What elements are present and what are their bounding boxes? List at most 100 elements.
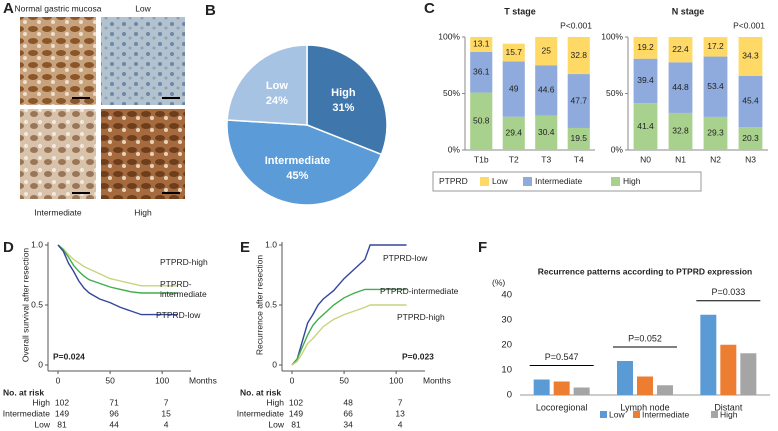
bar-segment bbox=[703, 37, 728, 57]
micrograph bbox=[101, 17, 185, 105]
pie-slice bbox=[306, 44, 388, 156]
legend-swatch bbox=[600, 411, 607, 418]
survival-curve bbox=[291, 288, 407, 366]
data-label: 29.4 bbox=[505, 128, 522, 138]
curve-label: PTPRD-high bbox=[397, 312, 445, 322]
panel-label: B bbox=[205, 2, 216, 19]
legend-label: Low bbox=[609, 409, 625, 419]
data-label: 47.7 bbox=[570, 95, 587, 105]
bar bbox=[720, 344, 737, 395]
y-axis-label: Recurrence after resection bbox=[254, 255, 264, 355]
at-risk-row-label: Low bbox=[268, 419, 284, 429]
pie-slice bbox=[226, 119, 383, 206]
bar-segment bbox=[668, 62, 693, 113]
x-tick-label: N1 bbox=[675, 154, 686, 164]
at-risk-row-label: Low bbox=[34, 419, 50, 429]
at-risk-value: 7 bbox=[398, 397, 403, 407]
y-axis-label: (%) bbox=[492, 277, 505, 287]
micrograph-panel: Normal gastric mucosa Low Intermediate H… bbox=[15, 3, 185, 217]
data-label: 17.2 bbox=[707, 41, 724, 51]
y-tick-label: 0% bbox=[448, 144, 461, 154]
at-risk-value: 102 bbox=[289, 397, 303, 407]
x-axis-label: Months bbox=[423, 375, 451, 385]
chart-title: N stage bbox=[672, 6, 705, 16]
y-tick-label: 0 bbox=[38, 359, 43, 369]
curve-label: PTPRD-intermediate bbox=[380, 286, 459, 296]
y-tick-label: 0.5 bbox=[31, 299, 43, 309]
data-label: 13.1 bbox=[473, 39, 490, 49]
bar-segment bbox=[668, 112, 693, 150]
y-tick-label: 0 bbox=[507, 390, 512, 401]
data-label: 19.2 bbox=[637, 42, 654, 52]
pie-value-label: 45% bbox=[286, 170, 308, 182]
bar-segment bbox=[502, 61, 525, 117]
survival-curve bbox=[57, 244, 178, 287]
y-tick-label: 20 bbox=[501, 340, 512, 351]
data-label: 44.8 bbox=[672, 82, 689, 92]
data-label: 30.4 bbox=[538, 127, 555, 137]
x-axis-label: Months bbox=[189, 375, 217, 385]
x-tick-label: N3 bbox=[745, 154, 756, 164]
legend-title: PTPRD bbox=[439, 176, 468, 186]
curve-label: PTPRD-intermediate bbox=[160, 279, 207, 299]
survival-curve bbox=[291, 244, 407, 366]
y-tick-label: 50% bbox=[443, 88, 460, 98]
x-tick-label: T3 bbox=[541, 154, 551, 164]
data-label: 29.3 bbox=[707, 128, 724, 138]
y-axis-label: Overall survival after resection bbox=[20, 248, 30, 363]
at-risk-value: 7 bbox=[164, 397, 169, 407]
micrograph-label: Normal gastric mucosa bbox=[15, 3, 102, 13]
pie-category-label: Intermediate bbox=[265, 155, 330, 167]
data-label: 41.4 bbox=[637, 121, 654, 131]
y-tick-label: 0.5 bbox=[265, 299, 277, 309]
bar bbox=[637, 376, 653, 395]
chart-title: Recurrence patterns according to PTPRD e… bbox=[538, 266, 752, 276]
x-tick-label: T2 bbox=[509, 154, 519, 164]
x-tick-label: Distant bbox=[714, 402, 743, 412]
bar bbox=[573, 387, 590, 395]
x-tick-label: T4 bbox=[574, 154, 584, 164]
at-risk-title: No. at risk bbox=[240, 387, 281, 397]
bar-segment bbox=[535, 115, 558, 150]
legend-swatch bbox=[523, 177, 532, 186]
data-label: 15.7 bbox=[505, 47, 522, 57]
data-label: 36.1 bbox=[473, 66, 490, 76]
at-risk-value: 149 bbox=[55, 408, 69, 418]
curve-label: PTPRD-low bbox=[383, 253, 428, 263]
data-label: 19.5 bbox=[570, 133, 587, 143]
y-tick-label: 10 bbox=[501, 365, 512, 376]
x-tick-label: N0 bbox=[640, 154, 651, 164]
y-tick-label: 30 bbox=[501, 315, 512, 326]
at-risk-value: 4 bbox=[164, 419, 169, 429]
survival-curve bbox=[57, 244, 178, 294]
pie-category-label: Low bbox=[266, 80, 288, 92]
at-risk-value: 66 bbox=[343, 408, 353, 418]
data-label: 32.8 bbox=[570, 50, 587, 60]
bar-segment bbox=[470, 51, 493, 93]
x-tick-label: N2 bbox=[710, 154, 721, 164]
x-tick-label: 0 bbox=[56, 375, 61, 385]
micrograph bbox=[101, 109, 185, 199]
bar bbox=[740, 353, 757, 395]
legend-box bbox=[432, 171, 702, 192]
x-tick-label: 100 bbox=[155, 375, 169, 385]
at-risk-title: No. at risk bbox=[3, 387, 44, 397]
panel-label: F bbox=[478, 239, 487, 256]
legend-swatch bbox=[633, 411, 640, 418]
data-label: 34.3 bbox=[742, 51, 759, 61]
bar-segment bbox=[738, 37, 763, 76]
survival-curve bbox=[57, 244, 178, 316]
x-tick-label: Lymph node bbox=[620, 402, 669, 412]
x-tick-label: 50 bbox=[105, 375, 115, 385]
pie-slice bbox=[226, 44, 308, 126]
data-label: 49 bbox=[509, 83, 519, 93]
bar bbox=[657, 385, 673, 395]
data-label: 44.6 bbox=[538, 85, 555, 95]
at-risk-value: 96 bbox=[109, 408, 119, 418]
panel-label: C bbox=[424, 0, 435, 17]
panel-label: E bbox=[240, 239, 250, 256]
bar-segment bbox=[567, 37, 590, 75]
legend-label: High bbox=[623, 176, 641, 186]
bar bbox=[617, 361, 633, 395]
x-tick-label: 50 bbox=[339, 375, 349, 385]
